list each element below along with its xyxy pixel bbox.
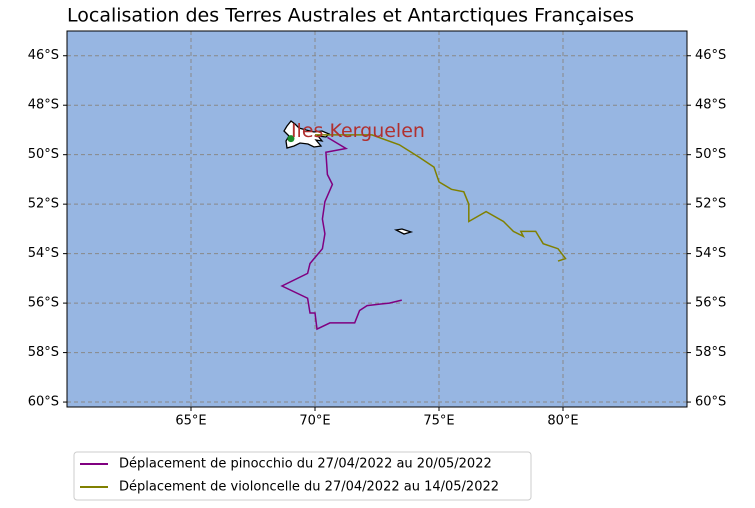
y-tick-label: 48°S xyxy=(695,98,726,113)
annotation: Iles Kerguelen xyxy=(291,120,425,142)
y-tick-label: 50°S xyxy=(695,147,726,162)
ocean xyxy=(67,31,687,407)
y-tick-label: 58°S xyxy=(695,345,726,360)
legend-label: Déplacement de pinocchio du 27/04/2022 a… xyxy=(119,457,492,472)
y-tick-label: 52°S xyxy=(695,197,726,212)
track-line xyxy=(315,134,567,262)
legend-box xyxy=(73,451,532,501)
y-tick-label: 60°S xyxy=(695,395,726,410)
y-tick-label: 56°S xyxy=(695,296,726,311)
y-tick-label: 46°S xyxy=(28,48,59,63)
legend-label: Déplacement de violoncelle du 27/04/2022… xyxy=(119,480,499,495)
x-tick-label: 75°E xyxy=(423,414,454,429)
plot-frame xyxy=(66,30,688,408)
y-tick-label: 46°S xyxy=(695,48,726,63)
y-tick-label: 54°S xyxy=(28,246,59,261)
x-tick-label: 70°E xyxy=(299,414,330,429)
y-tick-label: 50°S xyxy=(28,147,59,162)
heard-island xyxy=(393,228,414,235)
y-tick-label: 48°S xyxy=(28,98,59,113)
y-tick-label: 56°S xyxy=(28,296,59,311)
y-tick-label: 52°S xyxy=(28,197,59,212)
x-tick-label: 65°E xyxy=(175,414,206,429)
chart-title: Localisation des Terres Australes et Ant… xyxy=(67,5,634,27)
location-marker xyxy=(287,135,295,143)
y-tick-label: 54°S xyxy=(695,246,726,261)
x-tick-label: 80°E xyxy=(547,414,578,429)
track-line xyxy=(280,136,402,331)
y-tick-label: 60°S xyxy=(28,395,59,410)
kerguelen-island xyxy=(283,120,331,149)
y-tick-label: 58°S xyxy=(28,345,59,360)
